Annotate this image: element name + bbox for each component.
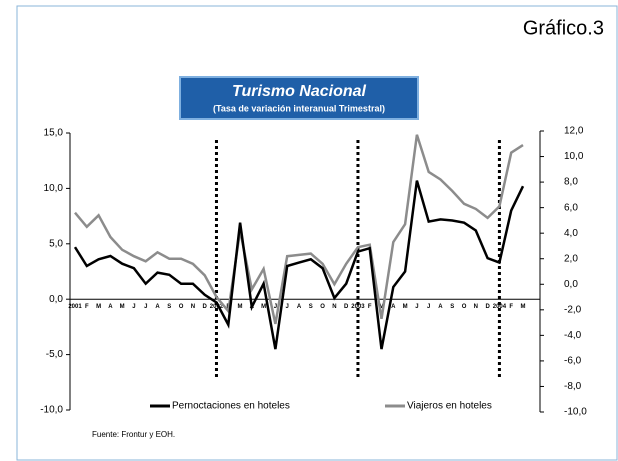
series-line — [74, 134, 524, 325]
x-tick-label: M — [120, 304, 125, 310]
x-tick-label: N — [474, 304, 478, 310]
y2-tick-label: 10,0 — [564, 151, 584, 162]
x-tick-label: M — [403, 304, 408, 310]
x-tick-label: J — [415, 304, 418, 310]
x-tick-label: 2002 — [210, 304, 224, 310]
y2-tick-label: 8,0 — [564, 177, 578, 188]
x-tick-label: F — [509, 304, 513, 310]
x-tick-label: F — [368, 304, 372, 310]
figure-label: Gráfico.3 — [523, 17, 604, 39]
legend-label: Pernoctaciones en hoteles — [172, 401, 290, 412]
y2-tick-label: 12,0 — [564, 126, 584, 137]
chart-subtitle: (Tasa de variación interanual Trimestral… — [213, 103, 385, 113]
x-tick-label: A — [155, 304, 160, 310]
y2-tick-label: -2,0 — [564, 304, 582, 315]
y-tick-label: -10,0 — [40, 405, 63, 416]
title-box — [179, 76, 419, 120]
x-tick-label: J — [132, 304, 135, 310]
x-tick-label: O — [179, 304, 184, 310]
legend-label: Viajeros en hoteles — [407, 401, 492, 412]
x-tick-label: A — [438, 304, 443, 310]
x-tick-label: M — [521, 304, 526, 310]
y2-tick-label: 0,0 — [564, 279, 578, 290]
y-tick-label: 5,0 — [49, 238, 63, 249]
source: Fuente: Frontur y EOH. — [92, 430, 175, 439]
x-tick-label: A — [297, 304, 302, 310]
x-tick-label: A — [391, 304, 396, 310]
y-tick-label: -5,0 — [46, 349, 64, 360]
y2-tick-label: 4,0 — [564, 228, 578, 239]
series-line — [73, 180, 525, 350]
x-tick-label: O — [462, 304, 467, 310]
x-tick-label: J — [286, 304, 289, 310]
x-tick-label: A — [108, 304, 113, 310]
y-tick-label: 10,0 — [44, 183, 64, 194]
y2-tick-label: -6,0 — [564, 356, 582, 367]
y2-tick-label: 2,0 — [564, 253, 578, 264]
x-tick-label: S — [309, 304, 313, 310]
x-tick-label: D — [485, 304, 490, 310]
x-tick-label: M — [96, 304, 101, 310]
x-tick-label: M — [238, 304, 243, 310]
x-tick-label: J — [427, 304, 430, 310]
y2-tick-label: 6,0 — [564, 202, 578, 213]
y2-tick-label: -8,0 — [564, 381, 582, 392]
x-tick-label: N — [191, 304, 195, 310]
x-tick-label: 2004 — [493, 304, 507, 310]
x-tick-label: N — [332, 304, 336, 310]
chart-title: Turismo Nacional — [232, 83, 367, 100]
x-tick-label: J — [274, 304, 277, 310]
x-tick-label: 2001 — [68, 304, 82, 310]
x-tick-label: M — [261, 304, 266, 310]
x-tick-label: O — [320, 304, 325, 310]
y2-tick-label: -10,0 — [564, 407, 587, 418]
x-tick-label: J — [144, 304, 147, 310]
x-tick-label: M — [379, 304, 384, 310]
y-tick-label: 0,0 — [49, 294, 63, 305]
x-tick-label: F — [85, 304, 89, 310]
x-tick-label: 2003 — [351, 304, 365, 310]
y2-tick-label: -4,0 — [564, 330, 582, 341]
x-tick-label: D — [203, 304, 208, 310]
x-tick-label: D — [344, 304, 349, 310]
x-tick-label: S — [450, 304, 454, 310]
y-tick-label: 15,0 — [44, 128, 64, 139]
x-tick-label: S — [167, 304, 171, 310]
